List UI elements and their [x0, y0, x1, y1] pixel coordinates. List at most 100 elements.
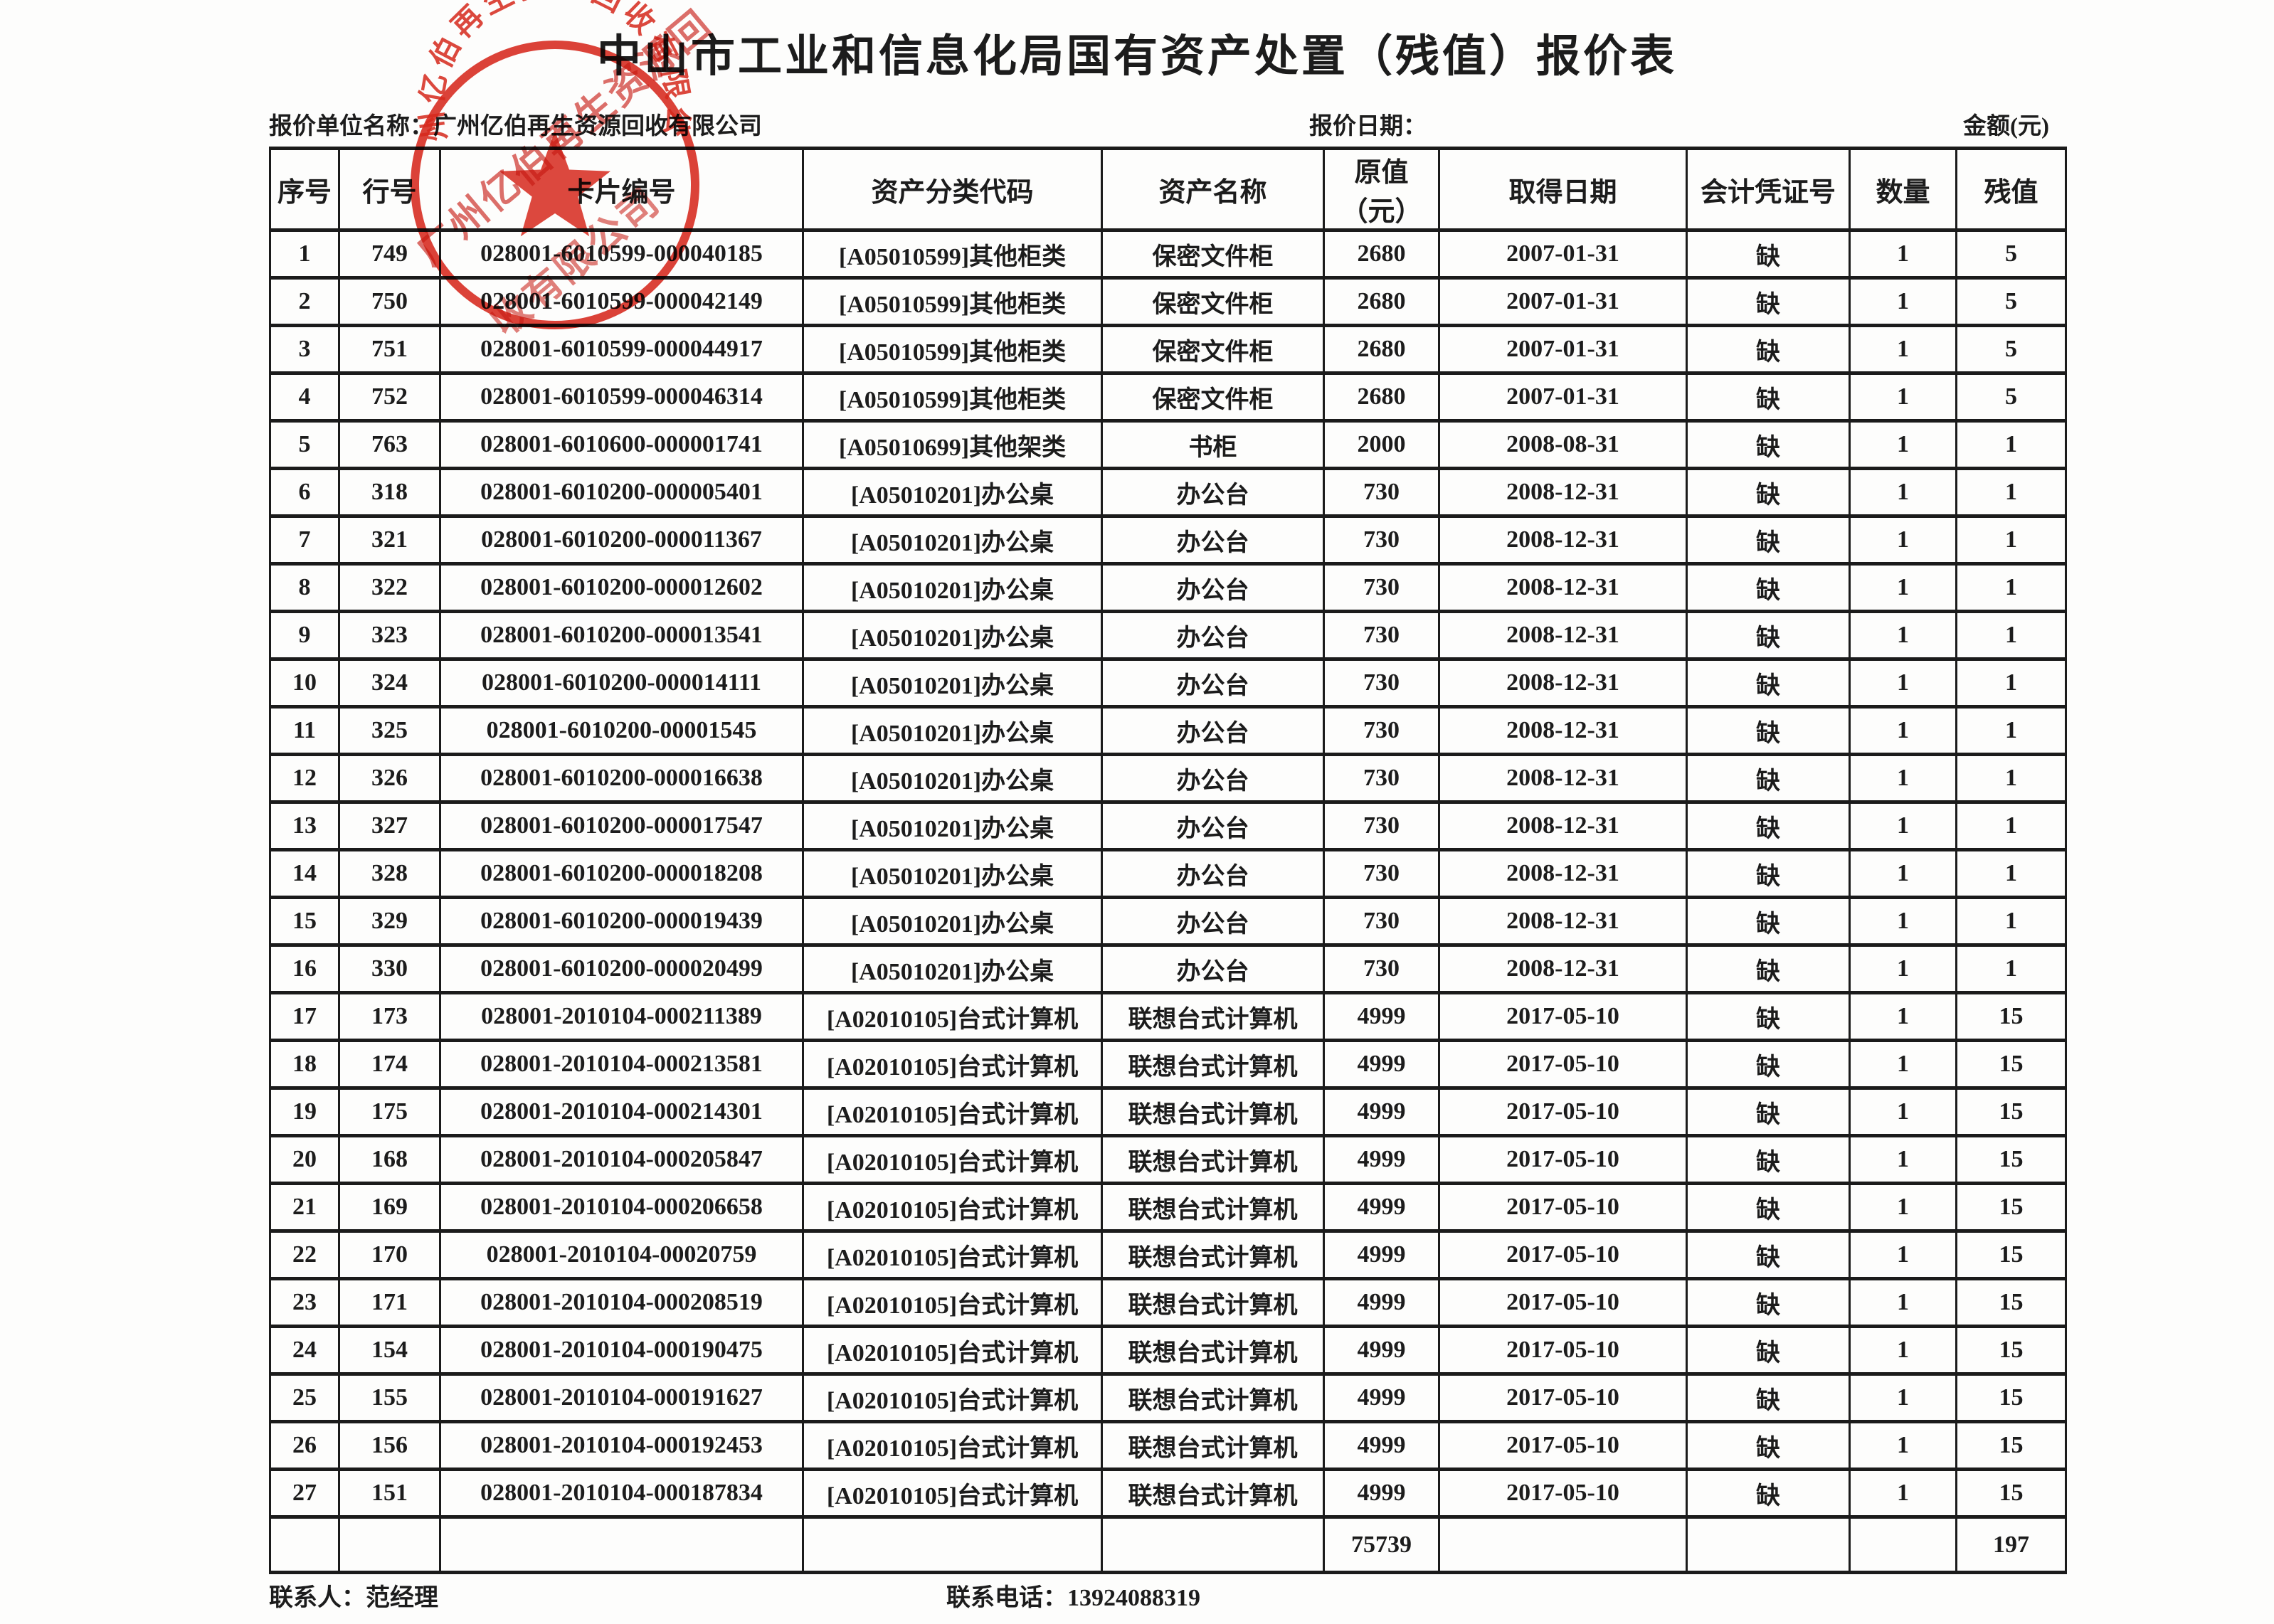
table-cell: 缺 [1686, 1182, 1851, 1233]
table-row: 13 327 028001-6010200-000017547 [A05010201]… [269, 800, 2067, 851]
table-cell: 15 [1955, 1086, 2067, 1137]
table-cell: 缺 [1686, 1039, 1851, 1090]
asset-quotation-table: 序号 行号 卡片编号 资产分类代码 资产名称 原值 （元） 取得日期 会计凭证号… [269, 147, 2067, 1574]
table-cell: 2008-12-31 [1438, 753, 1688, 804]
table-cell: 19 [269, 1086, 340, 1137]
table-cell: 323 [338, 610, 441, 661]
table-cell: 联想台式计算机 [1101, 1086, 1325, 1137]
table-cell: [A02010105]台式计算机 [802, 1325, 1103, 1376]
table-cell: 4999 [1323, 1420, 1440, 1471]
table-cell: 缺 [1686, 705, 1851, 756]
table-cell: 联想台式计算机 [1101, 1277, 1325, 1328]
table-cell: 2 [269, 276, 340, 327]
table-cell: 1 [1955, 514, 2067, 566]
table-cell: 2017-05-10 [1438, 1277, 1688, 1328]
table-cell: 751 [338, 324, 441, 375]
table-cell: 2017-05-10 [1438, 1372, 1688, 1423]
table-cell: 1 [1849, 419, 1957, 470]
totals-empty-cell [338, 1515, 441, 1574]
table-cell: 1 [1955, 753, 2067, 804]
table-cell: 22 [269, 1229, 340, 1280]
table-cell: 322 [338, 562, 441, 613]
unit-name-field: 报价单位名称：广州亿伯再生资源回收有限公司 [269, 107, 762, 141]
table-cell: 缺 [1686, 610, 1851, 661]
col-header-voucher-no: 会计凭证号 [1686, 147, 1851, 232]
table-cell: 154 [338, 1325, 441, 1376]
table-cell: 4999 [1323, 991, 1440, 1042]
table-cell: 2680 [1323, 371, 1440, 423]
table-cell: [A05010201]办公桌 [802, 943, 1103, 994]
table-cell: 5 [1955, 276, 2067, 327]
table-cell: 缺 [1686, 276, 1851, 327]
table-cell: 11 [269, 705, 340, 756]
table-cell: 书柜 [1101, 419, 1325, 470]
table-cell: 750 [338, 276, 441, 327]
table-cell: 155 [338, 1372, 441, 1423]
table-cell: 1 [1849, 1325, 1957, 1376]
table-cell: 1 [1955, 896, 2067, 947]
table-cell: 028001-2010104-000214301 [439, 1086, 804, 1137]
table-cell: 3 [269, 324, 340, 375]
table-cell: 办公台 [1101, 562, 1325, 613]
table-cell: 1 [1849, 657, 1957, 708]
table-cell: 15 [1955, 1277, 2067, 1328]
table-cell: 2008-12-31 [1438, 657, 1688, 708]
table-cell: 171 [338, 1277, 441, 1328]
table-cell: 1 [1849, 610, 1957, 661]
table-cell: [A02010105]台式计算机 [802, 991, 1103, 1042]
table-cell: 17 [269, 991, 340, 1042]
table-header: 序号 行号 卡片编号 资产分类代码 资产名称 原值 （元） 取得日期 会计凭证号… [269, 147, 2067, 232]
table-cell: 4999 [1323, 1468, 1440, 1519]
table-cell: 4999 [1323, 1086, 1440, 1137]
table-cell: 2017-05-10 [1438, 1086, 1688, 1137]
table-cell: 321 [338, 514, 441, 566]
table-row: 21 169 028001-2010104-000206658 [A02010105]… [269, 1182, 2067, 1233]
table-cell: 联想台式计算机 [1101, 1039, 1325, 1090]
col-header-asset-class-code: 资产分类代码 [802, 147, 1103, 232]
table-cell: 324 [338, 657, 441, 708]
table-cell: 151 [338, 1468, 441, 1519]
table-cell: 缺 [1686, 848, 1851, 899]
unit-name-value: 广州亿伯再生资源回收有限公司 [433, 114, 762, 139]
table-body: 1 749 028001-6010599-000040185 [A05010599]其… [269, 228, 2067, 1519]
totals-row: 75739 197 [269, 1515, 2067, 1574]
table-cell: 1 [1955, 610, 2067, 661]
table-cell: 缺 [1686, 657, 1851, 708]
table-cell: 1 [1955, 562, 2067, 613]
table-cell: 028001-6010200-000005401 [439, 467, 804, 518]
table-cell: 保密文件柜 [1101, 276, 1325, 327]
meta-row: 报价单位名称：广州亿伯再生资源回收有限公司 报价日期： 金额(元) [0, 107, 2274, 142]
table-cell: 175 [338, 1086, 441, 1137]
table-cell: [A02010105]台式计算机 [802, 1086, 1103, 1137]
table-cell: 028001-6010200-000013541 [439, 610, 804, 661]
table-cell: 174 [338, 1039, 441, 1090]
table-cell: 联想台式计算机 [1101, 1229, 1325, 1280]
table-cell: 028001-2010104-000208519 [439, 1277, 804, 1328]
table-cell: 15 [1955, 991, 2067, 1042]
contact-person-field: 联系人：范经理 [269, 1578, 438, 1613]
table-cell: 办公台 [1101, 753, 1325, 804]
table-cell: 办公台 [1101, 896, 1325, 947]
table-cell: 8 [269, 562, 340, 613]
table-cell: 18 [269, 1039, 340, 1090]
table-cell: 联想台式计算机 [1101, 1325, 1325, 1376]
table-cell: 缺 [1686, 1420, 1851, 1471]
table-cell: [A05010599]其他柜类 [802, 371, 1103, 423]
table-cell: 15 [1955, 1420, 2067, 1471]
table-cell: 缺 [1686, 1086, 1851, 1137]
table-cell: 缺 [1686, 1229, 1851, 1280]
table-cell: 4999 [1323, 1325, 1440, 1376]
table-row: 8 322 028001-6010200-000012602 [A05010201]办… [269, 562, 2067, 613]
totals-empty-cell [439, 1515, 804, 1574]
table-row: 2 750 028001-6010599-000042149 [A05010599]其… [269, 276, 2067, 327]
table-cell: 9 [269, 610, 340, 661]
table-cell: 2007-01-31 [1438, 276, 1688, 327]
table-row: 18 174 028001-2010104-000213581 [A02010105]… [269, 1039, 2067, 1090]
table-cell: 1 [1849, 1420, 1957, 1471]
table-cell: 缺 [1686, 943, 1851, 994]
table-cell: 156 [338, 1420, 441, 1471]
table-row: 20 168 028001-2010104-000205847 [A02010105]… [269, 1134, 2067, 1185]
table-row: 1 749 028001-6010599-000040185 [A05010599]其… [269, 228, 2067, 280]
table-cell: 749 [338, 228, 441, 280]
table-cell: 保密文件柜 [1101, 228, 1325, 280]
